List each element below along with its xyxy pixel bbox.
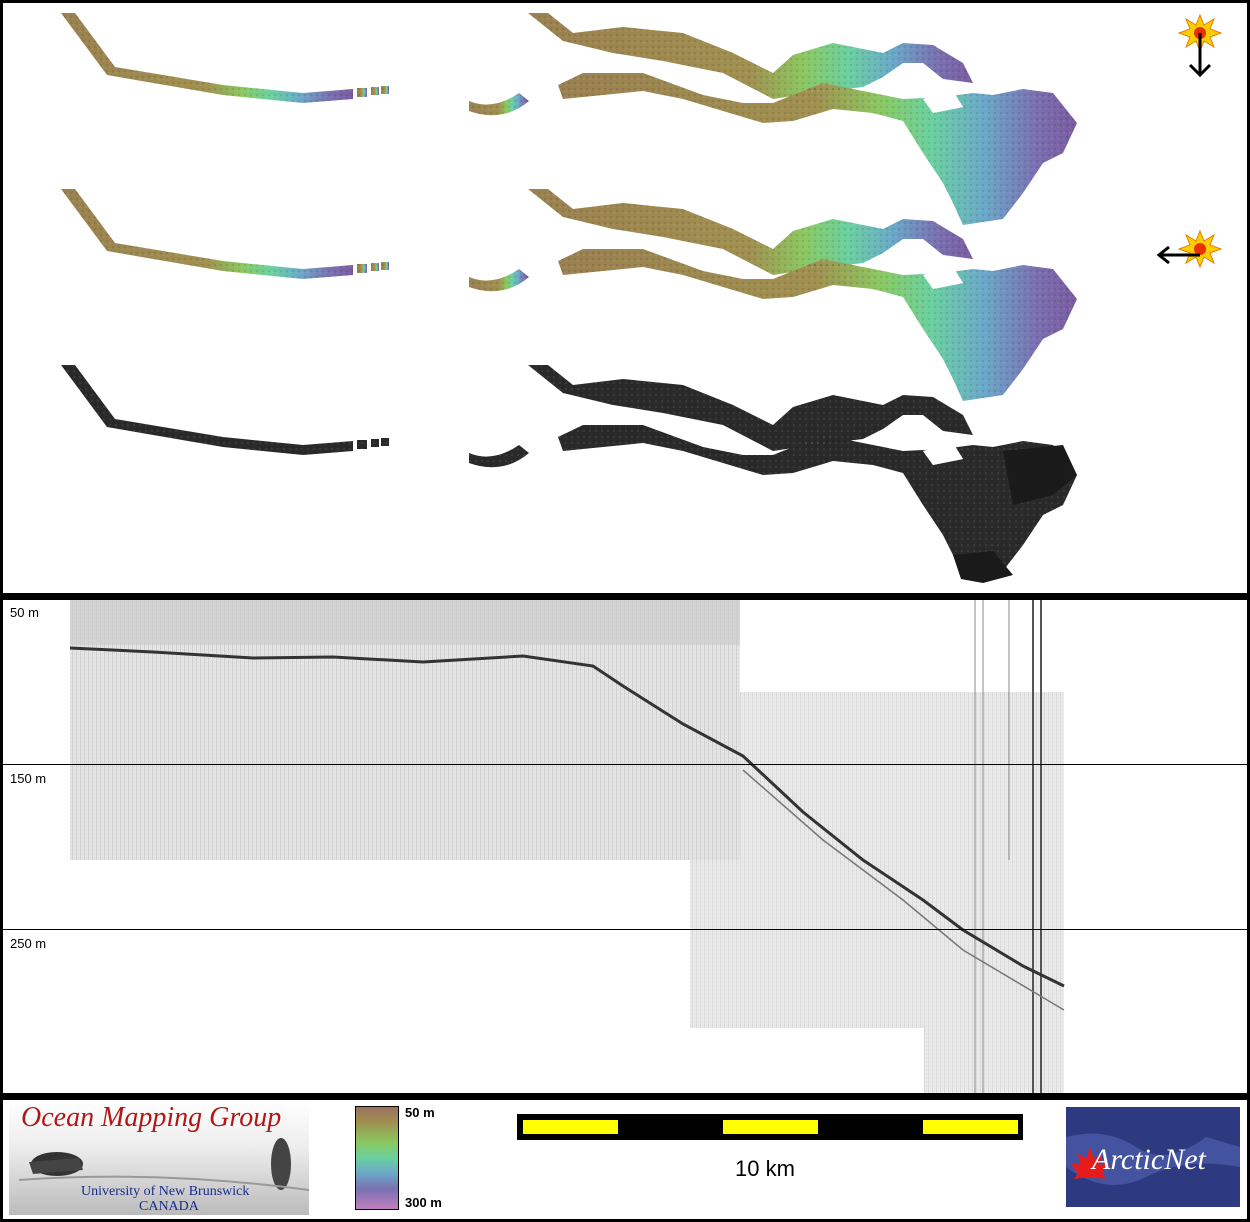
ocean-mapping-group-logo: Ocean Mapping Group University of New Br… xyxy=(9,1100,309,1215)
depth-label-150: 150 m xyxy=(10,771,47,786)
arcticnet-wordmark: ArcticNet xyxy=(1092,1143,1206,1176)
colorbar-bottom-label: 300 m xyxy=(405,1195,442,1210)
scale-bar-segment-2 xyxy=(723,1120,818,1134)
sonar-illustration-icon xyxy=(18,1138,309,1191)
depth-gridline-250 xyxy=(3,929,1247,930)
sun-illumination-west-icon xyxy=(1156,229,1223,269)
scale-bar-segment-1 xyxy=(523,1120,618,1134)
depth-gridline-150 xyxy=(3,764,1247,765)
scale-label: 10 km xyxy=(735,1156,795,1181)
university-name: University of New Brunswick xyxy=(81,1184,250,1199)
profile-svg xyxy=(69,600,1065,1093)
profile-panel: 50 m 150 m 250 m xyxy=(3,600,1247,1093)
maple-leaf-icon xyxy=(1066,1133,1240,1185)
colorbar-top-label: 50 m xyxy=(405,1105,435,1120)
scale-bar xyxy=(517,1114,1023,1140)
map-svg xyxy=(61,13,1223,583)
sun-illumination-south-icon xyxy=(1177,13,1223,78)
scale-bar-segment-3 xyxy=(923,1120,1018,1134)
country-name: CANADA xyxy=(139,1199,199,1214)
group-name: Ocean Mapping Group xyxy=(21,1102,282,1133)
arcticnet-logo: ArcticNet xyxy=(1065,1106,1241,1208)
map-panel xyxy=(3,3,1247,593)
depth-label-50: 50 m xyxy=(10,605,39,620)
legend-panel: Ocean Mapping Group University of New Br… xyxy=(3,1100,1247,1219)
depth-colorbar xyxy=(355,1106,399,1210)
depth-label-250: 250 m xyxy=(10,936,47,951)
bathymetry-map-top xyxy=(61,13,1077,225)
bathymetry-map-middle xyxy=(61,189,1077,401)
backscatter-map-bottom xyxy=(61,365,1077,583)
